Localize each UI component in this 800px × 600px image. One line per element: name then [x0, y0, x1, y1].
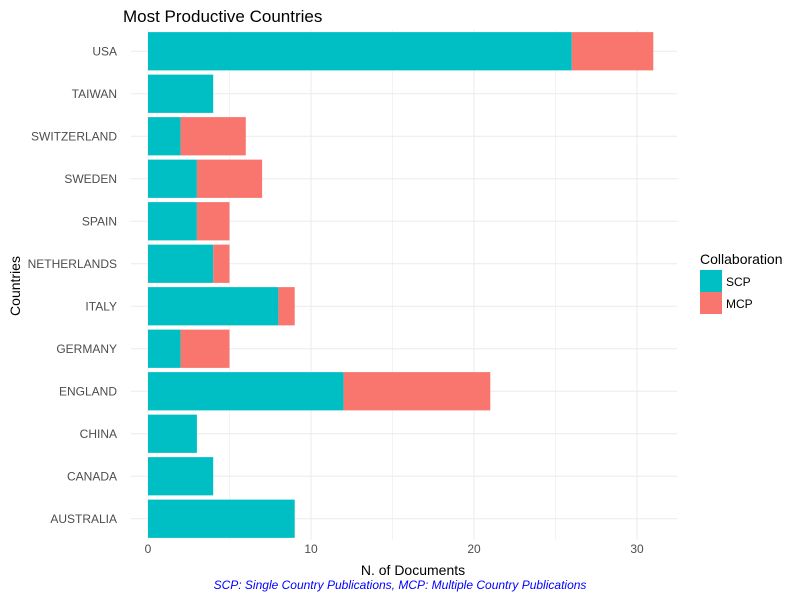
legend-swatch-mcp: [700, 292, 722, 314]
bar-mcp-switzerland: [180, 117, 246, 156]
bar-mcp-usa: [571, 32, 654, 71]
legend-swatch-scp: [700, 270, 722, 292]
y-tick-label: CANADA: [67, 469, 117, 483]
bar-scp-italy: [148, 287, 279, 326]
legend-label-scp: SCP: [726, 275, 751, 289]
bar-scp-australia: [148, 499, 295, 538]
bar-mcp-germany: [180, 329, 230, 368]
y-tick-label: ITALY: [85, 299, 117, 313]
legend-title: Collaboration: [700, 251, 783, 267]
y-tick-label: SWEDEN: [64, 172, 117, 186]
y-tick-label: NETHERLANDS: [28, 257, 117, 271]
y-tick-label: TAIWAN: [72, 87, 117, 101]
y-tick-label: USA: [92, 44, 117, 58]
bar-scp-switzerland: [148, 117, 181, 156]
y-tick-label: AUSTRALIA: [50, 512, 117, 526]
bar-scp-germany: [148, 329, 181, 368]
y-tick-labels: AUSTRALIA CANADA CHINA ENGLAND GERMANY ITALY N…: [28, 44, 118, 526]
x-tick-label: 30: [630, 542, 644, 556]
bar-mcp-italy: [278, 287, 295, 326]
bar-mcp-netherlands: [213, 244, 230, 283]
chart-title: Most Productive Countries: [123, 7, 322, 26]
bar-scp-china: [148, 414, 197, 453]
bar-scp-netherlands: [148, 244, 214, 283]
bar-scp-england: [148, 372, 344, 411]
bar-scp-taiwan: [148, 74, 214, 113]
bar-scp-spain: [148, 202, 197, 241]
y-tick-label: GERMANY: [56, 342, 117, 356]
x-tick-label: 20: [467, 542, 481, 556]
bar-mcp-spain: [196, 202, 230, 241]
x-tick-labels: 0 10 20 30: [145, 542, 644, 556]
bar-scp-sweden: [148, 159, 197, 198]
bar-mcp-england: [343, 372, 491, 411]
chart-caption: SCP: Single Country Publications, MCP: M…: [214, 578, 587, 592]
y-axis-title: Countries: [7, 256, 23, 316]
legend-label-mcp: MCP: [726, 297, 753, 311]
x-tick-label: 10: [304, 542, 318, 556]
x-axis-title: N. of Documents: [361, 562, 465, 578]
bar-mcp-sweden: [196, 159, 263, 198]
y-tick-label: SWITZERLAND: [31, 129, 117, 143]
legend: Collaboration SCP MCP: [700, 251, 783, 314]
y-tick-label: SPAIN: [82, 214, 117, 228]
x-tick-label: 0: [145, 542, 152, 556]
y-tick-label: ENGLAND: [59, 384, 117, 398]
y-tick-label: CHINA: [80, 427, 117, 441]
bar-scp-usa: [148, 32, 572, 71]
bars-layer: [148, 32, 654, 538]
bar-scp-canada: [148, 457, 214, 496]
